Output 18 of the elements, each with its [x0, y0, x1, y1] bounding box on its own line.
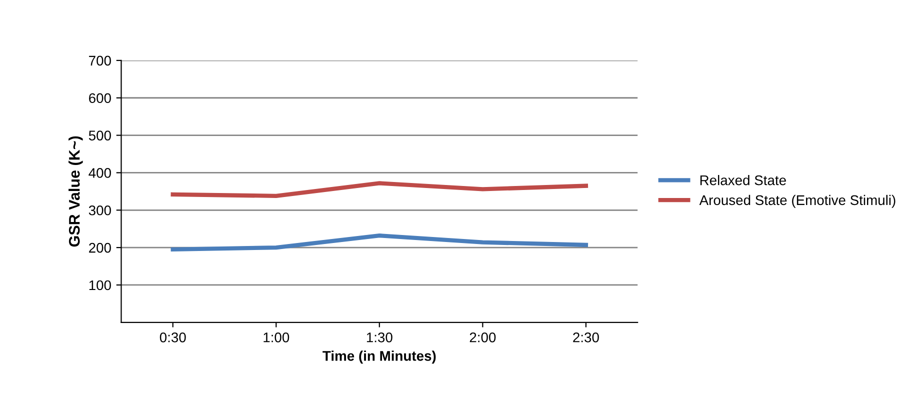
y-tick-label: 400: [88, 168, 111, 178]
line-series: [170, 181, 588, 198]
y-tick-label: 100: [89, 280, 111, 290]
y-tick-label: 300: [88, 205, 111, 216]
x-tick-label: 1:30: [366, 332, 392, 342]
y-axis-title: GSR Value (K~): [68, 136, 83, 247]
x-tick-label: 2:30: [573, 332, 599, 342]
x-tick-label: 1:00: [264, 332, 290, 342]
line-series: [170, 233, 588, 252]
x-axis-title: Time (in Minutes): [322, 350, 436, 364]
y-tick-label: 500: [88, 130, 111, 140]
legend-label: Relaxed State: [700, 175, 786, 186]
y-tick-label: 200: [89, 242, 111, 253]
y-tick-label: 700: [89, 56, 111, 66]
x-tick-label: 2:00: [470, 332, 496, 342]
y-tick-label: 600: [89, 93, 111, 104]
x-tick-label: 0:30: [160, 332, 186, 342]
legend-label: Aroused State (Emotive Stimuli): [699, 194, 896, 208]
